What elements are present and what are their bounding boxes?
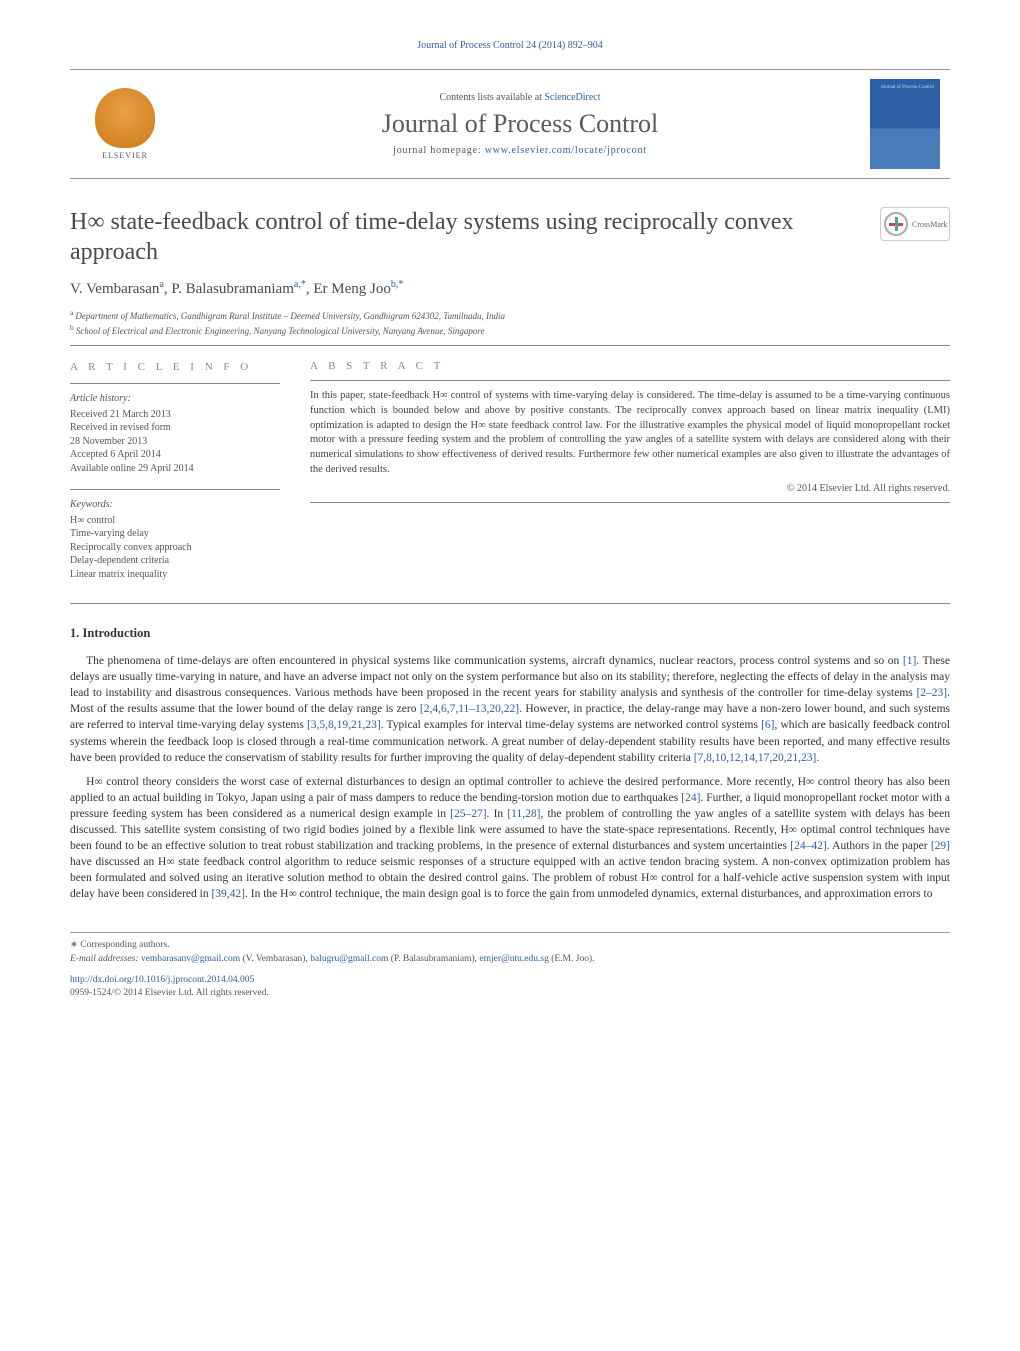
ref-link-5[interactable]: [6] (761, 719, 774, 731)
p1-g: . (816, 752, 819, 764)
authors-line: V. Vembarasana, P. Balasubramaniama,*, E… (70, 279, 950, 298)
abstract-divider-bottom (310, 502, 950, 503)
article-info-col: a r t i c l e i n f o Article history: R… (70, 360, 280, 595)
p2-c: . In (487, 808, 508, 820)
crossmark-badge[interactable]: CrossMark (880, 207, 950, 241)
ref-link-11[interactable]: [29] (931, 840, 950, 852)
journal-banner: ELSEVIER Contents lists available at Sci… (70, 69, 950, 179)
info-divider-1 (70, 383, 280, 384)
ref-link-8[interactable]: [25–27] (450, 808, 486, 820)
affiliation-a: aDepartment of Mathematics, Gandhigram R… (70, 308, 950, 323)
history-line-1: Received in revised form (70, 421, 280, 435)
history-block: Article history: Received 21 March 2013 … (70, 392, 280, 475)
keyword-2: Reciprocally convex approach (70, 541, 280, 555)
ref-link-6[interactable]: [7,8,10,12,14,17,20,21,23] (694, 752, 817, 764)
email-label: E-mail addresses: (70, 954, 141, 964)
email-3[interactable]: emjer@ntu.edu.sg (479, 954, 548, 964)
email-2[interactable]: balugru@gmail.com (310, 954, 388, 964)
affiliation-a-text: Department of Mathematics, Gandhigram Ru… (75, 311, 505, 321)
footer-block: ∗ Corresponding authors. E-mail addresse… (70, 932, 950, 1000)
keyword-3: Delay-dependent criteria (70, 554, 280, 568)
article-title-text: H∞ state-feedback control of time-delay … (70, 209, 794, 265)
elsevier-logo-text: ELSEVIER (102, 151, 148, 160)
elsevier-logo[interactable]: ELSEVIER (85, 79, 165, 169)
divider-top (70, 345, 950, 346)
affiliation-b: bSchool of Electrical and Electronic Eng… (70, 323, 950, 338)
info-divider-2 (70, 489, 280, 490)
p2-g: . In the H∞ control technique, the main … (245, 888, 932, 900)
history-line-3: Accepted 6 April 2014 (70, 448, 280, 462)
author-3: , Er Meng Joo (306, 281, 391, 297)
history-line-2: 28 November 2013 (70, 435, 280, 449)
divider-mid (70, 603, 950, 604)
banner-right: Journal of Process Control (860, 70, 950, 178)
page-wrap: Journal of Process Control 24 (2014) 892… (0, 0, 1020, 1041)
affiliation-b-text: School of Electrical and Electronic Engi… (76, 326, 485, 336)
ref-link-12[interactable]: [39,42] (211, 888, 245, 900)
title-row: H∞ state-feedback control of time-delay … (70, 207, 950, 267)
cover-thumb-title: Journal of Process Control (881, 85, 934, 90)
abstract-text: In this paper, state-feedback H∞ control… (310, 389, 950, 477)
elsevier-tree-icon (95, 88, 155, 148)
p2-e: . Authors in the paper (827, 840, 931, 852)
ref-link-9[interactable]: [11,28] (507, 808, 540, 820)
p1-a: The phenomena of time-delays are often e… (86, 655, 903, 667)
intro-para-1: The phenomena of time-delays are often e… (70, 653, 950, 766)
abstract-divider (310, 380, 950, 381)
journal-cover-thumb[interactable]: Journal of Process Control (870, 79, 940, 169)
ref-link-1[interactable]: [1] (903, 655, 916, 667)
contents-link[interactable]: ScienceDirect (544, 92, 600, 103)
info-abstract-row: a r t i c l e i n f o Article history: R… (70, 360, 950, 595)
ref-link-2[interactable]: [2–23] (916, 687, 947, 699)
affiliations: aDepartment of Mathematics, Gandhigram R… (70, 308, 950, 337)
p1-e: . Typical examples for interval time-del… (381, 719, 761, 731)
email-2-name: (P. Balasubramaniam), (388, 954, 479, 964)
article-info-heading: a r t i c l e i n f o (70, 360, 280, 375)
keywords-heading: Keywords: (70, 498, 280, 512)
article-title: H∞ state-feedback control of time-delay … (70, 207, 868, 267)
banner-center: Contents lists available at ScienceDirec… (180, 84, 860, 164)
banner-left: ELSEVIER (70, 70, 180, 178)
author-2: , P. Balasubramaniam (164, 281, 294, 297)
ref-link-7[interactable]: [24] (681, 792, 700, 804)
history-line-0: Received 21 March 2013 (70, 408, 280, 422)
keywords-block: Keywords: H∞ control Time-varying delay … (70, 498, 280, 581)
ref-link-3[interactable]: [2,4,6,7,11–13,20,22] (420, 703, 519, 715)
issn-line: 0959-1524/© 2014 Elsevier Ltd. All right… (70, 987, 950, 1000)
homepage-label: journal homepage: (393, 145, 485, 156)
email-3-name: (E.M. Joo). (549, 954, 595, 964)
crossmark-icon (884, 212, 908, 236)
abstract-copyright: © 2014 Elsevier Ltd. All rights reserved… (310, 483, 950, 494)
affiliation-a-marker: a (70, 308, 73, 317)
email-1[interactable]: vembarasanv@gmail.com (141, 954, 240, 964)
doi-line: http://dx.doi.org/10.1016/j.jprocont.201… (70, 974, 950, 987)
abstract-col: a b s t r a c t In this paper, state-fee… (310, 360, 950, 595)
contents-line: Contents lists available at ScienceDirec… (180, 92, 860, 103)
corresponding-authors-label: ∗ Corresponding authors. (70, 939, 950, 952)
author-3-sup: b,* (391, 279, 404, 290)
email-1-name: (V. Vembarasan), (240, 954, 310, 964)
affiliation-b-marker: b (70, 323, 74, 332)
email-line: E-mail addresses: vembarasanv@gmail.com … (70, 953, 950, 966)
section-1-heading: 1. Introduction (70, 626, 950, 641)
history-line-4: Available online 29 April 2014 (70, 462, 280, 476)
crossmark-label: CrossMark (912, 220, 948, 229)
ref-link-10[interactable]: [24–42] (790, 840, 826, 852)
intro-para-2: H∞ control theory considers the worst ca… (70, 774, 950, 903)
top-journal-label: Journal of Process Control 24 (2014) 892… (70, 40, 950, 51)
doi-link[interactable]: http://dx.doi.org/10.1016/j.jprocont.201… (70, 975, 254, 985)
history-heading: Article history: (70, 392, 280, 406)
abstract-heading: a b s t r a c t (310, 360, 950, 372)
homepage-link[interactable]: www.elsevier.com/locate/jprocont (485, 145, 647, 156)
contents-prefix: Contents lists available at (439, 92, 544, 103)
keyword-0: H∞ control (70, 514, 280, 528)
ref-link-4[interactable]: [3,5,8,19,21,23] (307, 719, 381, 731)
keyword-4: Linear matrix inequality (70, 568, 280, 582)
keyword-1: Time-varying delay (70, 527, 280, 541)
author-2-sup: a,* (294, 279, 306, 290)
journal-name: Journal of Process Control (180, 109, 860, 139)
author-1: V. Vembarasan (70, 281, 159, 297)
journal-homepage-line: journal homepage: www.elsevier.com/locat… (180, 145, 860, 156)
